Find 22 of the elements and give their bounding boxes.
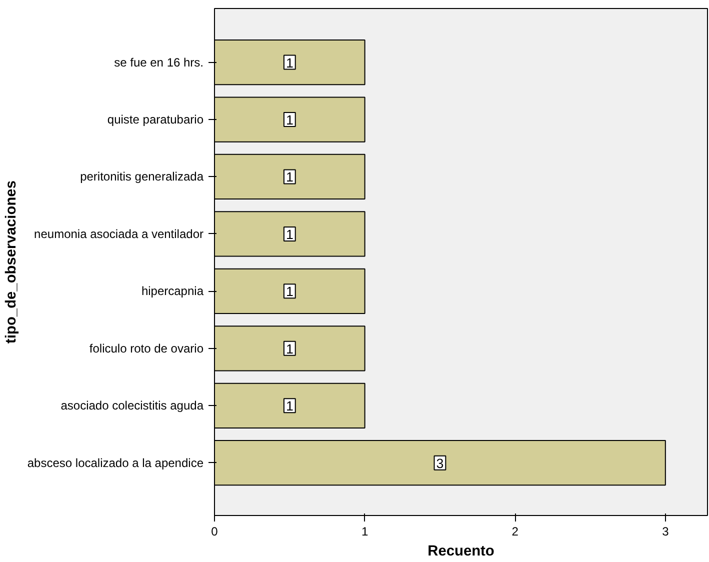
y-tick-label: se fue en 16 hrs. — [114, 55, 204, 70]
y-tick-label: hipercapnia — [141, 284, 204, 298]
x-tick-label: 2 — [512, 524, 519, 538]
x-axis-title: Recuento — [428, 544, 494, 560]
x-tick-label: 3 — [662, 524, 670, 538]
data-label: 1 — [286, 398, 294, 414]
data-label: 1 — [286, 170, 294, 185]
y-tick-label: foliculo roto de ovario — [89, 341, 204, 356]
y-tick-label: asociado colecistitis aguda — [60, 398, 204, 413]
y-tick-label: absceso localizado a la apendice — [27, 456, 204, 470]
data-label: 1 — [286, 55, 294, 70]
data-label: 1 — [286, 284, 294, 300]
data-label: 3 — [436, 456, 444, 471]
data-label: 1 — [286, 341, 294, 356]
y-tick-label: peritonitis generalizada — [80, 170, 204, 184]
data-label: 1 — [286, 226, 294, 242]
y-axis-title: tipo_de_observaciones — [3, 180, 20, 344]
data-label: 1 — [286, 112, 294, 128]
y-tick-label: quiste paratubario — [107, 112, 204, 127]
y-tick-label: neumonia asociada a ventilador — [34, 226, 204, 241]
x-tick-label: 0 — [211, 524, 218, 538]
x-tick-label: 1 — [361, 524, 368, 538]
